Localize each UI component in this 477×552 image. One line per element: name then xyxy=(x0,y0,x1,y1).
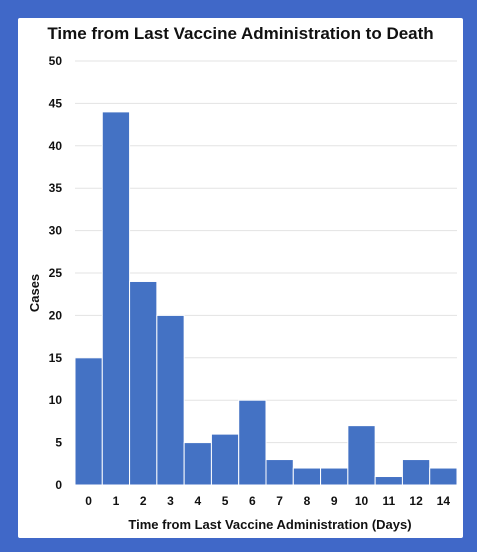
y-tick-label: 30 xyxy=(49,224,63,238)
chart-title: Time from Last Vaccine Administration to… xyxy=(47,24,434,43)
bar-day-10 xyxy=(347,425,376,486)
x-tick-label: 2 xyxy=(140,494,147,508)
y-tick-label: 35 xyxy=(49,181,63,195)
bar-day-6 xyxy=(238,399,267,486)
x-tick-label: 9 xyxy=(331,494,338,508)
bar-day-5 xyxy=(210,433,240,486)
bar-day-12 xyxy=(401,459,431,486)
y-tick-label: 0 xyxy=(55,478,62,492)
x-tick-label: 4 xyxy=(194,494,201,508)
bar-day-9 xyxy=(320,467,349,486)
bar-day-4 xyxy=(183,442,212,486)
x-tick-label: 14 xyxy=(437,494,451,508)
bar-day-1 xyxy=(101,111,131,486)
bar-day-11 xyxy=(374,476,403,486)
y-axis-title: Cases xyxy=(27,274,42,312)
y-tick-label: 25 xyxy=(49,266,63,280)
bars xyxy=(74,111,458,486)
bar-day-14 xyxy=(429,467,458,486)
x-tick-label: 6 xyxy=(249,494,256,508)
bar-day-3 xyxy=(156,314,185,486)
x-axis-title: Time from Last Vaccine Administration (D… xyxy=(128,517,411,532)
x-tick-label: 12 xyxy=(409,494,423,508)
bar-day-7 xyxy=(265,459,294,486)
y-tick-label: 40 xyxy=(49,139,63,153)
x-tick-label: 10 xyxy=(355,494,369,508)
y-tick-label: 10 xyxy=(49,393,63,407)
y-tick-label: 45 xyxy=(49,96,63,110)
x-tick-label: 8 xyxy=(304,494,311,508)
bar-day-0 xyxy=(74,357,103,486)
y-tick-label: 50 xyxy=(49,54,63,68)
y-tick-label: 5 xyxy=(55,436,62,450)
y-axis-ticks: 0 5 10 15 20 25 30 35 40 45 50 xyxy=(49,54,63,492)
bar-day-2 xyxy=(129,280,158,486)
x-axis-ticks: 0 1 2 3 4 5 6 7 8 9 10 11 12 14 xyxy=(85,494,450,508)
x-tick-label: 0 xyxy=(85,494,92,508)
bar-day-8 xyxy=(292,467,322,486)
x-tick-label: 1 xyxy=(113,494,120,508)
y-tick-label: 20 xyxy=(49,308,63,322)
x-tick-label: 5 xyxy=(222,494,229,508)
x-tick-label: 7 xyxy=(276,494,283,508)
x-tick-label: 11 xyxy=(382,494,395,508)
x-tick-label: 3 xyxy=(167,494,174,508)
y-tick-label: 15 xyxy=(49,351,63,365)
chart-panel: Time from Last Vaccine Administration to… xyxy=(18,18,463,538)
